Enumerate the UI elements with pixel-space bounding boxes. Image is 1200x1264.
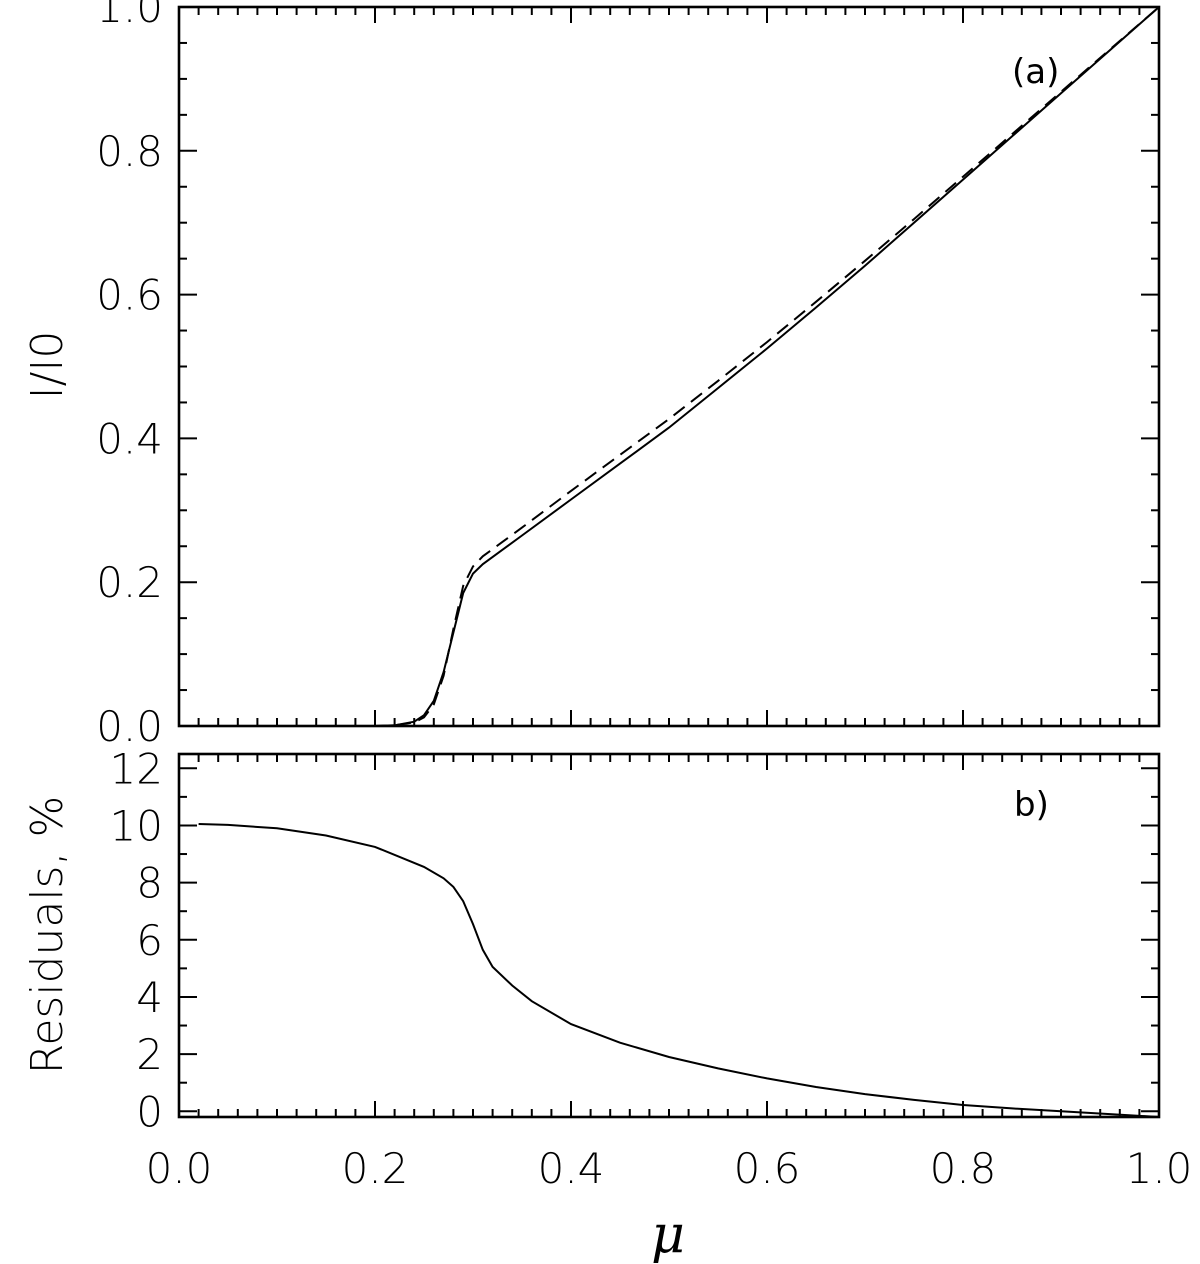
panel-a-label: (a)	[1012, 52, 1059, 92]
x-tick-label: 0.0	[146, 1144, 213, 1193]
panel-a-ytick-label: 0.6	[96, 271, 163, 320]
panel-b-ticks: 0 2 4 6 8 10 12 0.0 0.2 0.4 0.6 0.8 1.0	[110, 744, 1193, 1193]
panel-a-ytick-label: 0.8	[96, 127, 163, 176]
panel-b-ytick-label: 4	[136, 973, 163, 1022]
panel-a-ytick-label: 0.4	[96, 414, 163, 463]
panel-b-curves	[198, 823, 1160, 1118]
panel-a: 0.0 0.2 0.4 0.6 0.8 1.0 (a) I/I0	[22, 0, 1161, 751]
panel-b-ytick-label: 2	[136, 1030, 163, 1079]
panel-b-ytick-label: 6	[136, 916, 163, 965]
panel-b-label: b)	[1014, 785, 1049, 825]
x-tick-label: 0.2	[342, 1144, 409, 1193]
panel-a-ylabel: I/I0	[22, 331, 73, 400]
x-tick-label: 1.0	[1126, 1144, 1193, 1193]
panel-b: 0 2 4 6 8 10 12 0.0 0.2 0.4 0.6 0.8 1.0 b) Residuals…	[22, 744, 1192, 1264]
panel-b-ylabel: Residuals, %	[22, 796, 73, 1075]
panel-a-ytick-label: 0.2	[96, 558, 163, 607]
panel-a-ticks: 0.0 0.2 0.4 0.6 0.8 1.0	[96, 0, 1160, 751]
panel-b-frame	[177, 752, 1161, 1119]
x-tick-label: 0.4	[538, 1144, 605, 1193]
x-tick-label: 0.6	[734, 1144, 801, 1193]
x-tick-label: 0.8	[930, 1144, 997, 1193]
panel-a-frame	[177, 5, 1161, 728]
panel-a-curves	[374, 6, 1160, 727]
panel-b-ytick-label: 0	[136, 1087, 163, 1136]
x-axis-label: μ	[651, 1205, 685, 1264]
panel-a-series-dashed-line	[374, 6, 1160, 727]
panel-b-ytick-label: 12	[110, 744, 163, 793]
panel-b-series-solid-line	[198, 823, 1160, 1118]
panel-b-ytick-label: 10	[110, 801, 163, 850]
panel-a-series-solid-line	[374, 6, 1160, 727]
panel-a-ytick-label: 1.0	[96, 0, 163, 32]
panel-a-ytick-label: 0.0	[96, 702, 163, 751]
panel-b-ytick-label: 8	[136, 859, 163, 908]
